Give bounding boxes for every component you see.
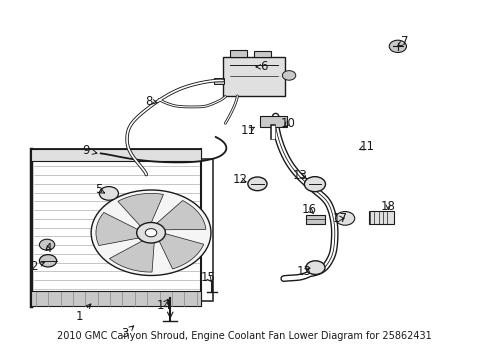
Circle shape [335,212,354,225]
Circle shape [99,186,118,200]
Text: 11: 11 [241,124,255,137]
Text: 6: 6 [260,60,267,73]
Text: 13: 13 [291,169,306,182]
Text: 15: 15 [201,271,216,284]
Circle shape [282,71,295,80]
Bar [223,57,285,96]
Bar [254,51,270,57]
Circle shape [136,222,165,243]
Text: 11: 11 [359,140,373,153]
Text: 8: 8 [144,95,152,108]
Bar [89,159,213,301]
Circle shape [388,40,406,53]
Polygon shape [155,201,205,230]
Bar [214,78,224,84]
Bar [31,149,201,161]
Text: 7: 7 [401,35,408,48]
Polygon shape [96,212,141,246]
Text: 18: 18 [380,199,395,212]
Text: 1: 1 [75,310,83,323]
Circle shape [145,229,157,237]
Polygon shape [118,193,163,228]
Bar [31,149,201,306]
Bar [230,50,246,57]
Text: 3: 3 [121,327,128,340]
Bar [368,211,393,224]
Circle shape [305,261,325,274]
Text: 9: 9 [82,144,90,157]
Text: 5: 5 [95,184,102,197]
Bar [31,291,201,306]
Text: 13: 13 [296,265,311,278]
Text: 16: 16 [301,203,316,216]
Polygon shape [109,240,154,272]
Text: 2: 2 [30,260,37,274]
Polygon shape [158,233,203,269]
Text: 2010 GMC Canyon Shroud, Engine Coolant Fan Lower Diagram for 25862431: 2010 GMC Canyon Shroud, Engine Coolant F… [57,332,431,342]
Circle shape [304,177,325,192]
Text: 4: 4 [44,242,52,255]
Text: 12: 12 [232,173,247,186]
Circle shape [91,190,210,275]
Circle shape [40,255,57,267]
Circle shape [40,239,55,250]
Bar [259,117,286,127]
Text: 17: 17 [332,212,347,225]
Text: 14: 14 [156,299,171,312]
Circle shape [247,177,266,191]
Text: 10: 10 [280,117,294,130]
Bar [305,215,325,224]
